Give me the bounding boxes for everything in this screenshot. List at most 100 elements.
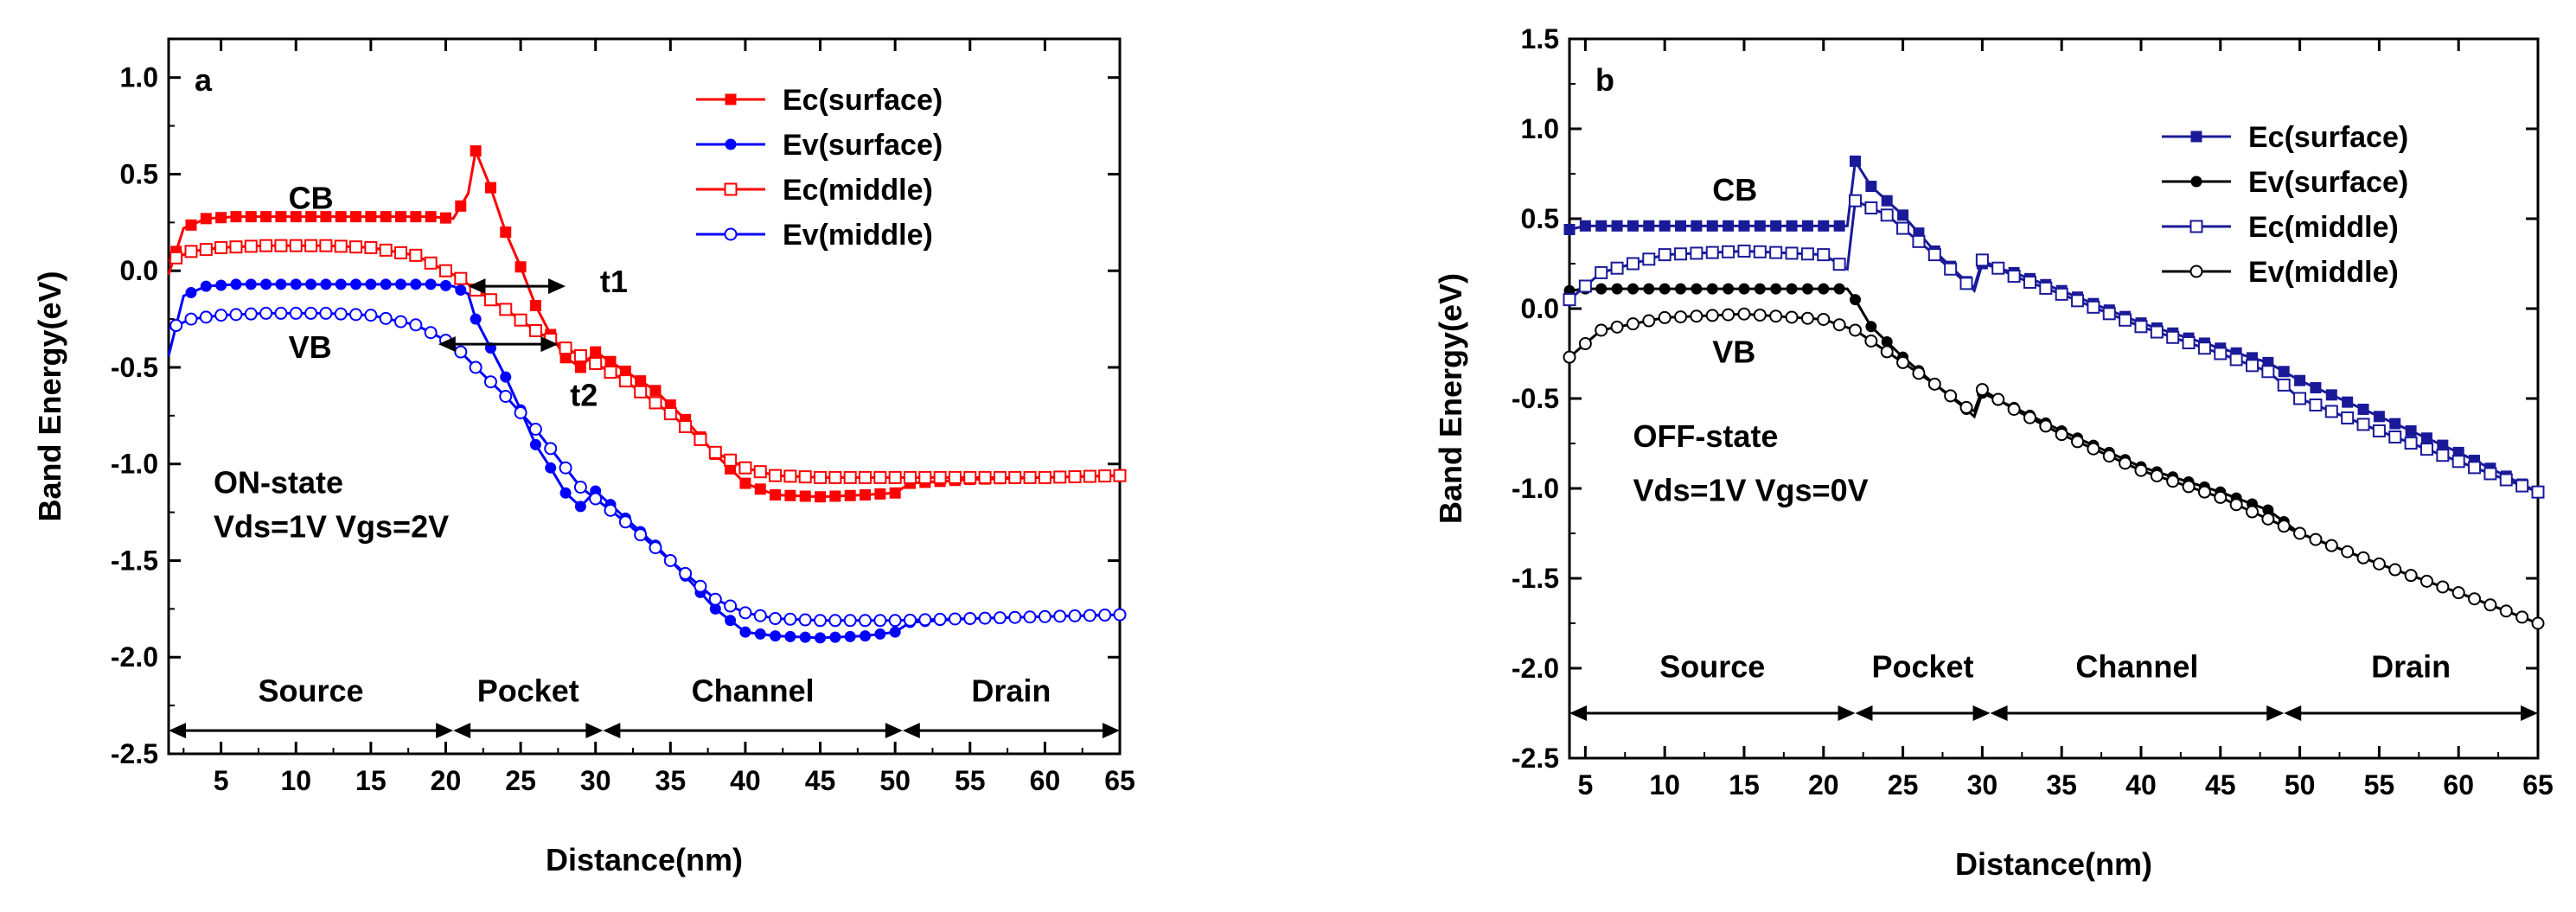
data-point [2039,419,2053,433]
data-point [2214,490,2228,504]
data-point [2309,398,2323,411]
data-point [799,490,811,502]
data-point [169,319,183,333]
data-point [1880,208,1894,222]
annotation: VB [289,329,332,365]
data-point [515,261,527,273]
data-point [2436,580,2450,594]
region-label: Drain [2371,648,2451,684]
data-point [305,278,317,290]
data-point [1563,350,1576,364]
data-point [2087,442,2100,456]
data-point [230,278,242,290]
data-point [1722,245,1735,258]
x-tick-label: 65 [2522,769,2554,800]
y-tick-label: -0.5 [1512,383,1559,414]
data-point [784,489,796,501]
arrow-head-left [438,336,456,353]
data-point [1659,283,1671,295]
data-point [2150,325,2164,339]
data-point [1833,220,1845,232]
data-point [1626,317,1640,331]
x-tick-label: 30 [580,765,611,796]
data-point [574,501,586,513]
data-point [1690,309,1703,323]
data-point [1083,609,1096,622]
panel-label: a [195,62,213,98]
panel-label: b [1595,62,1614,98]
data-point [409,248,423,262]
data-point [304,306,318,320]
data-point [1818,220,1830,232]
data-point [1849,294,1861,306]
annotation: Vds=1V Vgs=0V [1633,473,1868,508]
data-point [1975,253,1989,267]
data-point [2246,359,2260,373]
x-tick-label: 10 [280,765,311,796]
annotation: CB [289,181,334,216]
data-point [589,492,603,506]
data-point [2023,411,2036,424]
data-point [365,278,377,290]
data-point [1738,283,1750,295]
data-point [724,599,738,613]
data-point [1038,609,1051,623]
data-point [1769,246,1783,259]
data-point [334,307,348,321]
data-point [410,211,422,223]
data-point [649,396,662,410]
data-point [245,211,257,223]
data-point [184,245,198,258]
data-point [2039,281,2053,295]
data-point [573,349,587,363]
y-tick-label: 1.0 [120,62,158,93]
data-point [1738,220,1750,232]
data-point [305,211,317,223]
data-point [349,308,363,322]
y-axis-title: Band Energy(eV) [32,271,67,521]
x-tick-label: 35 [655,765,687,796]
data-point [1627,283,1639,295]
data-point [1833,283,1845,295]
data-point [335,278,347,290]
data-point [1801,283,1813,295]
chart-panel-a: 5 10 15 20 25 30 35 40 45 50 55 60 65 -2.5 -2.0 -1.5 -1.… [32,37,1135,877]
data-point [663,407,677,421]
data-point [888,614,902,628]
data-point [2214,347,2228,360]
chart-panel-b: 5 10 15 20 25 30 35 40 45 50 55 60 65 -2.5 -2.0 -1.5 -1.… [1433,23,2554,882]
data-point [2134,463,2148,477]
data-point [2451,455,2465,469]
data-point [1611,220,1623,232]
data-point [2468,592,2482,606]
x-tick-label: 25 [505,765,536,796]
data-point [1611,283,1623,295]
region-label: Channel [692,673,815,709]
data-point [2182,336,2196,350]
series-ec-middle [1563,194,2545,499]
data-point [1579,220,1591,232]
data-point [2229,498,2243,512]
data-point [2102,307,2116,321]
data-point [2373,411,2385,423]
data-point [604,366,617,379]
data-point [860,488,872,501]
data-point [1578,337,1592,351]
region-label: Channel [2075,648,2198,684]
series-ev-middle [1563,307,2545,630]
data-point [409,318,423,332]
data-point [2531,616,2545,630]
data-point [2102,450,2116,463]
arrow-head-right [2521,705,2538,721]
data-point [2182,480,2196,494]
data-point [2483,467,2497,481]
data-point [963,470,977,484]
data-point [290,278,302,290]
data-point [1770,283,1782,295]
data-point [844,489,856,501]
data-point [2055,428,2068,442]
data-point [769,612,783,626]
data-point [424,256,438,270]
arrow-head-left [2284,705,2302,721]
data-point [619,365,631,377]
